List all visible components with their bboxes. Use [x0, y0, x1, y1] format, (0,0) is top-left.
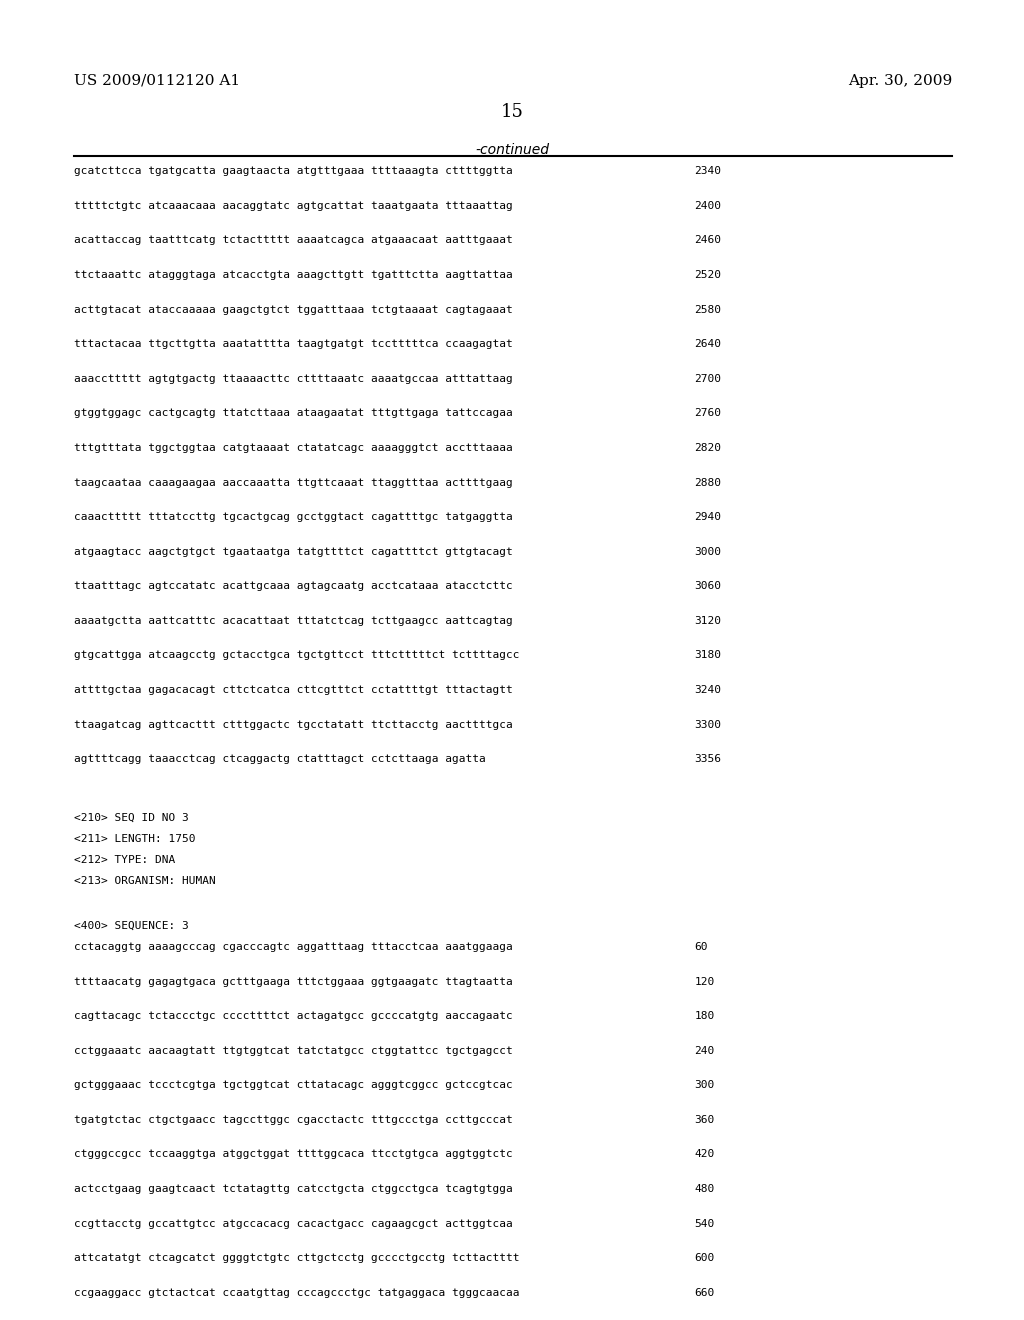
Text: acattaccag taatttcatg tctacttttt aaaatcagca atgaaacaat aatttgaaat: acattaccag taatttcatg tctacttttt aaaatca… [74, 235, 512, 246]
Text: 240: 240 [694, 1045, 715, 1056]
Text: -continued: -continued [475, 143, 549, 157]
Text: Apr. 30, 2009: Apr. 30, 2009 [848, 74, 952, 88]
Text: 660: 660 [694, 1288, 715, 1298]
Text: 15: 15 [501, 103, 523, 121]
Text: acttgtacat ataccaaaaa gaagctgtct tggatttaaa tctgtaaaat cagtagaaat: acttgtacat ataccaaaaa gaagctgtct tggattt… [74, 305, 512, 314]
Text: ttttaacatg gagagtgaca gctttgaaga tttctggaaa ggtgaagatc ttagtaatta: ttttaacatg gagagtgaca gctttgaaga tttctgg… [74, 977, 512, 986]
Text: 2640: 2640 [694, 339, 721, 350]
Text: aaaatgctta aattcatttc acacattaat tttatctcag tcttgaagcc aattcagtag: aaaatgctta aattcatttc acacattaat tttatct… [74, 616, 512, 626]
Text: 120: 120 [694, 977, 715, 986]
Text: 600: 600 [694, 1253, 715, 1263]
Text: <211> LENGTH: 1750: <211> LENGTH: 1750 [74, 834, 196, 843]
Text: US 2009/0112120 A1: US 2009/0112120 A1 [74, 74, 240, 88]
Text: actcctgaag gaagtcaact tctatagttg catcctgcta ctggcctgca tcagtgtgga: actcctgaag gaagtcaact tctatagttg catcctg… [74, 1184, 512, 1195]
Text: 2760: 2760 [694, 408, 721, 418]
Text: gcatcttcca tgatgcatta gaagtaacta atgtttgaaa ttttaaagta cttttggtta: gcatcttcca tgatgcatta gaagtaacta atgtttg… [74, 166, 512, 177]
Text: cctacaggtg aaaagcccag cgacccagtc aggatttaag tttacctcaa aaatggaaga: cctacaggtg aaaagcccag cgacccagtc aggattt… [74, 942, 512, 952]
Text: tttactacaa ttgcttgtta aaatatttta taagtgatgt tcctttttca ccaagagtat: tttactacaa ttgcttgtta aaatatttta taagtga… [74, 339, 512, 350]
Text: 3060: 3060 [694, 581, 721, 591]
Text: <212> TYPE: DNA: <212> TYPE: DNA [74, 855, 175, 865]
Text: 60: 60 [694, 942, 708, 952]
Text: 3240: 3240 [694, 685, 721, 696]
Text: 2820: 2820 [694, 444, 721, 453]
Text: ttaatttagc agtccatatc acattgcaaa agtagcaatg acctcataaa atacctcttc: ttaatttagc agtccatatc acattgcaaa agtagca… [74, 581, 512, 591]
Text: taagcaataa caaagaagaa aaccaaatta ttgttcaaat ttaggtttaa acttttgaag: taagcaataa caaagaagaa aaccaaatta ttgttca… [74, 478, 512, 487]
Text: gtgcattgga atcaagcctg gctacctgca tgctgttcct tttctttttct tcttttagcc: gtgcattgga atcaagcctg gctacctgca tgctgtt… [74, 651, 519, 660]
Text: tgatgtctac ctgctgaacc tagccttggc cgacctactc tttgccctga ccttgcccat: tgatgtctac ctgctgaacc tagccttggc cgaccta… [74, 1115, 512, 1125]
Text: cagttacagc tctaccctgc ccccttttct actagatgcc gccccatgtg aaccagaatc: cagttacagc tctaccctgc ccccttttct actagat… [74, 1011, 512, 1022]
Text: agttttcagg taaacctcag ctcaggactg ctatttagct cctcttaaga agatta: agttttcagg taaacctcag ctcaggactg ctattta… [74, 754, 485, 764]
Text: ccgaaggacc gtctactcat ccaatgttag cccagccctgc tatgaggaca tgggcaacaa: ccgaaggacc gtctactcat ccaatgttag cccagcc… [74, 1288, 519, 1298]
Text: gctgggaaac tccctcgtga tgctggtcat cttatacagc agggtcggcc gctccgtcac: gctgggaaac tccctcgtga tgctggtcat cttatac… [74, 1080, 512, 1090]
Text: tttgtttata tggctggtaa catgtaaaat ctatatcagc aaaagggtct acctttaaaa: tttgtttata tggctggtaa catgtaaaat ctatatc… [74, 444, 512, 453]
Text: <400> SEQUENCE: 3: <400> SEQUENCE: 3 [74, 921, 188, 931]
Text: ctgggccgcc tccaaggtga atggctggat ttttggcaca ttcctgtgca aggtggtctc: ctgggccgcc tccaaggtga atggctggat ttttggc… [74, 1150, 512, 1159]
Text: 2940: 2940 [694, 512, 721, 523]
Text: tttttctgtc atcaaacaaa aacaggtatc agtgcattat taaatgaata tttaaattag: tttttctgtc atcaaacaaa aacaggtatc agtgcat… [74, 201, 512, 211]
Text: attttgctaa gagacacagt cttctcatca cttcgtttct cctattttgt tttactagtt: attttgctaa gagacacagt cttctcatca cttcgtt… [74, 685, 512, 696]
Text: 3120: 3120 [694, 616, 721, 626]
Text: 3180: 3180 [694, 651, 721, 660]
Text: 2580: 2580 [694, 305, 721, 314]
Text: 2700: 2700 [694, 374, 721, 384]
Text: 180: 180 [694, 1011, 715, 1022]
Text: <210> SEQ ID NO 3: <210> SEQ ID NO 3 [74, 813, 188, 822]
Text: 3356: 3356 [694, 754, 721, 764]
Text: attcatatgt ctcagcatct ggggtctgtc cttgctcctg gcccctgcctg tcttactttt: attcatatgt ctcagcatct ggggtctgtc cttgctc… [74, 1253, 519, 1263]
Text: aaaccttttt agtgtgactg ttaaaacttc cttttaaatc aaaatgccaa atttattaag: aaaccttttt agtgtgactg ttaaaacttc cttttaa… [74, 374, 512, 384]
Text: 360: 360 [694, 1115, 715, 1125]
Text: gtggtggagc cactgcagtg ttatcttaaa ataagaatat tttgttgaga tattccagaa: gtggtggagc cactgcagtg ttatcttaaa ataagaa… [74, 408, 512, 418]
Text: ccgttacctg gccattgtcc atgccacacg cacactgacc cagaagcgct acttggtcaa: ccgttacctg gccattgtcc atgccacacg cacactg… [74, 1218, 512, 1229]
Text: 480: 480 [694, 1184, 715, 1195]
Text: 540: 540 [694, 1218, 715, 1229]
Text: 2400: 2400 [694, 201, 721, 211]
Text: 2340: 2340 [694, 166, 721, 177]
Text: 3000: 3000 [694, 546, 721, 557]
Text: 2520: 2520 [694, 271, 721, 280]
Text: ttaagatcag agttcacttt ctttggactc tgcctatatt ttcttacctg aacttttgca: ttaagatcag agttcacttt ctttggactc tgcctat… [74, 719, 512, 730]
Text: 3300: 3300 [694, 719, 721, 730]
Text: <213> ORGANISM: HUMAN: <213> ORGANISM: HUMAN [74, 876, 215, 886]
Text: 2880: 2880 [694, 478, 721, 487]
Text: atgaagtacc aagctgtgct tgaataatga tatgttttct cagattttct gttgtacagt: atgaagtacc aagctgtgct tgaataatga tatgttt… [74, 546, 512, 557]
Text: ttctaaattc atagggtaga atcacctgta aaagcttgtt tgatttctta aagttattaa: ttctaaattc atagggtaga atcacctgta aaagctt… [74, 271, 512, 280]
Text: cctggaaatc aacaagtatt ttgtggtcat tatctatgcc ctggtattcc tgctgagcct: cctggaaatc aacaagtatt ttgtggtcat tatctat… [74, 1045, 512, 1056]
Text: 2460: 2460 [694, 235, 721, 246]
Text: caaacttttt tttatccttg tgcactgcag gcctggtact cagattttgc tatgaggtta: caaacttttt tttatccttg tgcactgcag gcctggt… [74, 512, 512, 523]
Text: 300: 300 [694, 1080, 715, 1090]
Text: 420: 420 [694, 1150, 715, 1159]
